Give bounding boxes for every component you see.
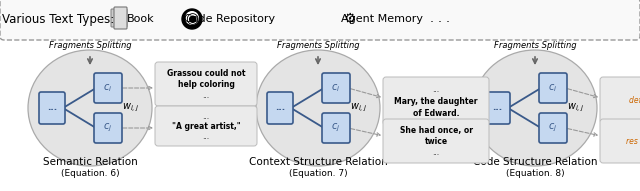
FancyBboxPatch shape	[383, 77, 489, 125]
Text: $\mathit{c}_j$: $\mathit{c}_j$	[332, 122, 340, 134]
Text: Context Structure Relation: Context Structure Relation	[248, 157, 387, 167]
Circle shape	[185, 11, 199, 25]
Text: ...: ...	[492, 104, 502, 112]
Ellipse shape	[28, 50, 152, 166]
Text: $\mathit{c}_j$: $\mathit{c}_j$	[548, 122, 557, 134]
Text: Code Repository: Code Repository	[184, 14, 276, 24]
Text: ...: ...	[202, 91, 209, 100]
Text: (Equation. 6): (Equation. 6)	[61, 168, 119, 177]
Text: ...: ...	[275, 104, 285, 112]
Text: Various Text Types:: Various Text Types:	[2, 12, 114, 26]
Text: "A great artist,": "A great artist,"	[172, 122, 241, 131]
FancyBboxPatch shape	[39, 92, 65, 124]
Text: $\mathit{c}_i$: $\mathit{c}_i$	[104, 82, 113, 94]
FancyBboxPatch shape	[322, 73, 350, 103]
Circle shape	[182, 9, 202, 29]
Text: $\mathit{c}_j$: $\mathit{c}_j$	[104, 122, 113, 134]
FancyBboxPatch shape	[0, 0, 640, 40]
FancyBboxPatch shape	[600, 77, 640, 123]
Text: help coloring: help coloring	[177, 80, 234, 89]
FancyBboxPatch shape	[267, 92, 293, 124]
FancyBboxPatch shape	[114, 7, 127, 29]
Ellipse shape	[473, 50, 597, 166]
Text: ◉: ◉	[186, 11, 198, 27]
Text: $\mathit{c}_i$: $\mathit{c}_i$	[548, 82, 557, 94]
Text: Agent Memory: Agent Memory	[341, 14, 423, 24]
Text: (Equation. 7): (Equation. 7)	[289, 168, 348, 177]
Text: ...: ...	[433, 148, 440, 157]
Text: ●: ●	[184, 10, 200, 28]
Text: ...: ...	[202, 112, 209, 121]
Text: Fragments Splitting: Fragments Splitting	[276, 41, 359, 50]
FancyBboxPatch shape	[155, 62, 257, 106]
FancyBboxPatch shape	[155, 106, 257, 146]
FancyBboxPatch shape	[322, 113, 350, 143]
Text: . . .: . . .	[430, 12, 450, 26]
FancyBboxPatch shape	[111, 9, 127, 27]
Text: $\mathbf{\mathit{w}}_{i,j}$: $\mathbf{\mathit{w}}_{i,j}$	[567, 102, 584, 114]
FancyBboxPatch shape	[383, 119, 489, 163]
FancyBboxPatch shape	[600, 119, 640, 163]
Text: $\mathbf{\mathit{w}}_{i,j}$: $\mathbf{\mathit{w}}_{i,j}$	[122, 102, 140, 114]
Text: Code Structure Relation: Code Structure Relation	[473, 157, 597, 167]
Text: ...: ...	[202, 132, 209, 141]
FancyBboxPatch shape	[539, 113, 567, 143]
Text: twice: twice	[424, 137, 447, 146]
Text: def func():: def func():	[629, 96, 640, 105]
Text: Fragments Splitting: Fragments Splitting	[493, 41, 576, 50]
Text: (Equation. 8): (Equation. 8)	[506, 168, 564, 177]
Text: ⚙: ⚙	[344, 12, 356, 26]
Text: Mary, the daughter: Mary, the daughter	[394, 97, 477, 106]
Text: Grassou could not: Grassou could not	[167, 69, 245, 78]
Text: $\mathbf{\mathit{w}}_{i,j}$: $\mathbf{\mathit{w}}_{i,j}$	[350, 102, 367, 114]
Text: Semantic Relation: Semantic Relation	[43, 157, 138, 167]
Ellipse shape	[256, 50, 380, 166]
Text: ...: ...	[47, 104, 57, 112]
Text: Fragments Splitting: Fragments Splitting	[49, 41, 131, 50]
Text: of Edward.: of Edward.	[413, 109, 460, 118]
FancyBboxPatch shape	[539, 73, 567, 103]
Text: $\mathit{c}_i$: $\mathit{c}_i$	[332, 82, 340, 94]
Text: ⬤: ⬤	[184, 12, 200, 26]
Text: Book: Book	[127, 14, 155, 24]
FancyBboxPatch shape	[94, 73, 122, 103]
Text: ...: ...	[433, 85, 440, 94]
Text: She had once, or: She had once, or	[399, 126, 472, 135]
FancyBboxPatch shape	[484, 92, 510, 124]
Text: res = func(): res = func()	[626, 137, 640, 146]
FancyBboxPatch shape	[94, 113, 122, 143]
